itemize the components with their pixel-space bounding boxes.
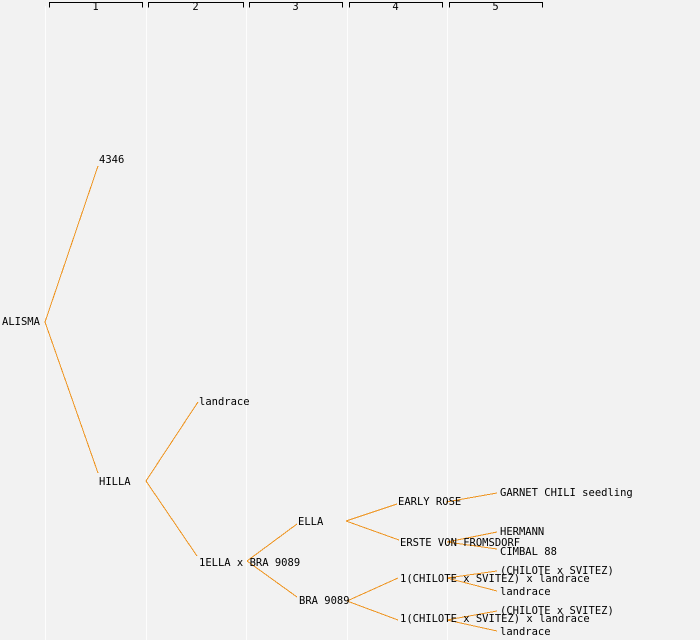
- pedigree-edges: [44, 165, 498, 632]
- edge-1chilote-x-svitez-x-landrace-a-to-chilote-x-svitez-a: [446, 570, 498, 579]
- node-label-hermann[interactable]: HERMANN: [500, 526, 545, 538]
- edge-1chilote-x-svitez-x-landrace-a-to-landrace-a: [446, 577, 498, 592]
- node-label-hilla[interactable]: HILLA: [99, 476, 131, 488]
- node-label-erste-von-fromsdorf[interactable]: ERSTE VON FROMSDORF: [400, 537, 521, 549]
- node-label-cimbal-88[interactable]: CIMBAL 88: [500, 546, 557, 558]
- node-label-1chilote-x-svitez-x-landrace-a[interactable]: 1(CHILOTE x SVITEZ) x landrace: [400, 573, 590, 585]
- edge-ella-to-early-rose: [345, 503, 398, 522]
- node-label-landrace-gen2[interactable]: landrace: [199, 396, 250, 408]
- node-label-alisma[interactable]: ALISMA: [2, 316, 40, 328]
- edge-bra-9089-to-1chilote-x-svitez-x-landrace-a: [346, 577, 399, 602]
- edge-alisma-to-4346: [44, 165, 99, 323]
- ruler-generation-number-5: 5: [492, 1, 499, 13]
- ruler-generation-number-2: 2: [192, 1, 199, 13]
- edge-bra-9089-to-1chilote-x-svitez-x-landrace-b: [346, 600, 399, 621]
- ruler-generation-number-1: 1: [92, 1, 99, 13]
- ruler-bracket-2: [148, 2, 244, 8]
- ruler-generation-number-4: 4: [392, 1, 399, 13]
- node-label-landrace-b[interactable]: landrace: [500, 626, 551, 638]
- node-label-1ella-x-bra-9089[interactable]: 1ELLA x BRA 9089: [199, 557, 301, 569]
- ruler-bracket-1: [49, 2, 143, 8]
- node-label-1chilote-x-svitez-x-landrace-b[interactable]: 1(CHILOTE x SVITEZ) x landrace: [400, 613, 590, 625]
- edge-1chilote-x-svitez-x-landrace-b-to-landrace-b: [446, 619, 498, 632]
- edge-erste-von-fromsdorf-to-hermann: [446, 531, 498, 543]
- node-label-4346[interactable]: 4346: [99, 154, 125, 166]
- node-label-chilote-x-svitez-a[interactable]: (CHILOTE x SVITEZ): [500, 565, 614, 577]
- generation-ruler: [49, 2, 543, 8]
- edge-early-rose-to-garnet-chili-seedling: [445, 492, 498, 503]
- edge-1ella-x-bra-9089-to-bra-9089: [246, 560, 298, 598]
- node-label-landrace-a[interactable]: landrace: [500, 586, 551, 598]
- node-label-bra-9089[interactable]: BRA 9089: [299, 595, 350, 607]
- edge-alisma-to-hilla: [44, 321, 99, 474]
- edge-1ella-x-bra-9089-to-ella: [246, 523, 298, 562]
- generation-gridlines: [45, 6, 448, 640]
- edge-hilla-to-1ella-x-bra-9089: [145, 480, 198, 557]
- edge-1chilote-x-svitez-x-landrace-b-to-chilote-x-svitez-b: [446, 610, 498, 621]
- node-label-garnet-chili-seedling[interactable]: GARNET CHILI seedling: [500, 487, 633, 499]
- ruler-bracket-5: [449, 2, 543, 8]
- ruler-bracket-3: [249, 2, 343, 8]
- ruler-generation-number-3: 3: [292, 1, 299, 13]
- edge-erste-von-fromsdorf-to-cimbal-88: [446, 541, 498, 550]
- node-label-chilote-x-svitez-b[interactable]: (CHILOTE x SVITEZ): [500, 605, 614, 617]
- node-label-early-rose[interactable]: EARLY ROSE: [398, 496, 462, 508]
- edge-hilla-to-landrace-gen2: [145, 401, 199, 482]
- node-label-ella[interactable]: ELLA: [298, 516, 324, 528]
- edge-ella-to-erste-von-fromsdorf: [345, 520, 400, 541]
- ruler-bracket-4: [349, 2, 443, 8]
